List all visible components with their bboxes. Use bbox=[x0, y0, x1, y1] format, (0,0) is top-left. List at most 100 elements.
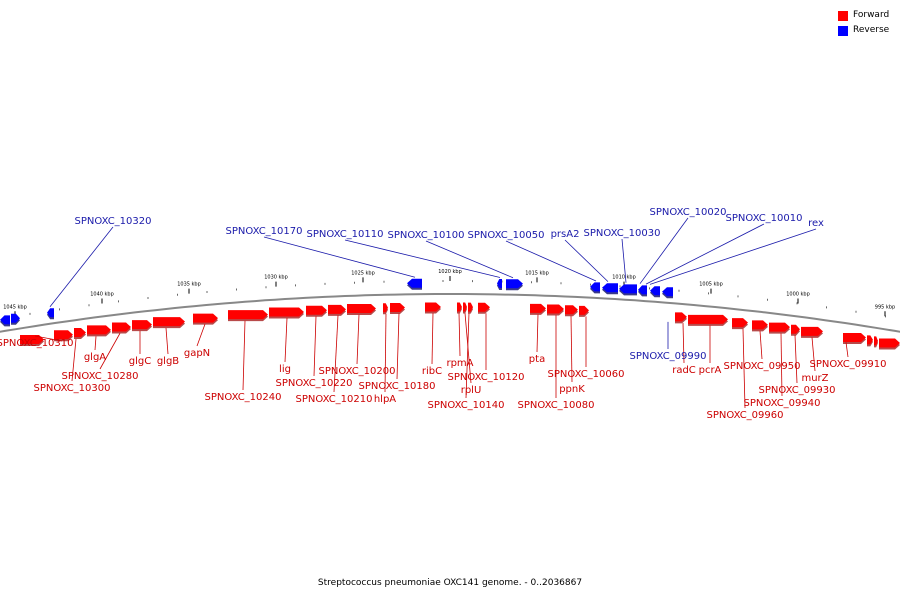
forward-gene-arrows bbox=[20, 302, 900, 350]
gene-label: pcrA bbox=[699, 365, 722, 376]
forward-gene-arrow bbox=[463, 302, 467, 314]
gene-label: ribC bbox=[422, 366, 442, 377]
forward-gene-arrow bbox=[20, 335, 44, 347]
legend-forward: Forward bbox=[838, 8, 889, 23]
forward-gene-arrow bbox=[688, 314, 728, 326]
gene-arrow-body bbox=[662, 287, 673, 297]
legend-reverse-label: Reverse bbox=[853, 25, 890, 35]
forward-gene-arrow bbox=[132, 320, 152, 332]
gene-arrow-body bbox=[153, 317, 185, 327]
reverse-gene-arrow bbox=[619, 284, 637, 296]
forward-gene-label: glgC bbox=[129, 330, 151, 367]
reverse-gene-label: SPNOXC_10020 bbox=[639, 207, 727, 284]
gene-label: SPNOXC_10320 bbox=[74, 216, 151, 227]
reverse-gene-label: SPNOXC_10030 bbox=[583, 228, 661, 283]
gene-arrow-body bbox=[874, 336, 878, 346]
gene-arrow-body bbox=[87, 325, 111, 335]
gene-label: SPNOXC_10220 bbox=[275, 378, 352, 389]
gene-arrow-body bbox=[638, 285, 647, 295]
gene-label: radC bbox=[672, 365, 696, 376]
gene-arrow-body bbox=[463, 302, 467, 312]
gene-label: gapN bbox=[184, 348, 210, 359]
gene-arrow-body bbox=[497, 278, 502, 288]
backbone-arc bbox=[0, 293, 900, 333]
forward-gene-label: SPNOXC_09910 bbox=[809, 342, 887, 370]
forward-gene-label: SPNOXC_09940 bbox=[743, 333, 821, 409]
reverse-gene-label: rex bbox=[649, 218, 824, 285]
forward-gene-label: pta bbox=[529, 314, 545, 365]
forward-gene-label: SPNOXC_10200 bbox=[318, 314, 396, 377]
reverse-swatch bbox=[838, 25, 848, 36]
gene-arrow-body bbox=[530, 303, 546, 313]
gene-arrow-body bbox=[228, 310, 268, 320]
reverse-gene-arrow bbox=[662, 287, 673, 299]
gene-label: SPNOXC_10300 bbox=[33, 383, 110, 394]
reverse-gene-arrow bbox=[638, 285, 647, 297]
forward-gene-arrow bbox=[153, 317, 185, 329]
gene-arrow-body bbox=[791, 324, 800, 334]
forward-gene-arrow bbox=[468, 302, 473, 314]
ruler-tick-label: 1005 kbp bbox=[699, 282, 723, 288]
ruler-tick-label: 1045 kbp bbox=[3, 304, 27, 310]
forward-gene-arrow bbox=[565, 305, 578, 317]
gene-label: SPNOXC_10110 bbox=[306, 229, 383, 240]
forward-gene-label: SPNOXC_10220 bbox=[275, 316, 353, 389]
label-leader-line bbox=[425, 240, 514, 279]
gene-arrow-body bbox=[20, 335, 44, 345]
forward-gene-label: murZ bbox=[801, 337, 829, 384]
label-leader-line bbox=[165, 327, 169, 355]
forward-gene-arrow bbox=[328, 304, 346, 316]
forward-gene-label: SPNOXC_10240 bbox=[204, 320, 282, 403]
label-leader-line bbox=[570, 315, 573, 383]
forward-gene-label: SPNOXC_10180 bbox=[358, 313, 436, 392]
gene-label: lig bbox=[279, 364, 291, 375]
reverse-gene-arrow bbox=[0, 315, 10, 327]
forward-gene-arrow bbox=[54, 330, 73, 342]
gene-label: SPNOXC_10030 bbox=[583, 228, 660, 239]
forward-gene-label: SPNOXC_10120 bbox=[447, 313, 525, 383]
gene-arrow-body bbox=[619, 284, 637, 294]
forward-gene-label: hlpA bbox=[374, 313, 396, 405]
forward-gene-arrow bbox=[801, 326, 823, 338]
forward-gene-label: SPNOXC_10140 bbox=[427, 313, 505, 411]
label-leader-line bbox=[384, 313, 387, 393]
gene-label: SPNOXC_09940 bbox=[743, 398, 820, 409]
gene-label: glgC bbox=[129, 356, 151, 367]
reverse-gene-label: SPNOXC_10110 bbox=[306, 229, 501, 278]
ruler-tick-label: 1010 kbp bbox=[612, 275, 636, 281]
forward-gene-label: SPNOXC_10080 bbox=[517, 315, 595, 411]
label-leader-line bbox=[649, 228, 817, 285]
gene-arrow-body bbox=[47, 308, 54, 318]
label-leader-line bbox=[536, 314, 539, 353]
forward-gene-label: SPNOXC_10310 bbox=[0, 335, 74, 349]
gene-arrow-body bbox=[506, 279, 523, 289]
label-leader-line bbox=[263, 236, 416, 278]
gene-label: rex bbox=[808, 218, 824, 229]
gene-arrow-body bbox=[602, 283, 618, 293]
label-leader-line bbox=[845, 342, 849, 358]
forward-swatch bbox=[838, 10, 848, 21]
gene-arrow-body bbox=[11, 313, 20, 323]
label-leader-line bbox=[356, 314, 360, 365]
gene-label: SPNOXC_09990 bbox=[629, 351, 706, 362]
forward-gene-arrow bbox=[867, 335, 873, 347]
gene-label: SPNOXC_10200 bbox=[318, 366, 395, 377]
reverse-gene-label: SPNOXC_10100 bbox=[387, 230, 514, 279]
gene-arrow-body bbox=[0, 315, 10, 325]
ruler-tick-label: 1020 kbp bbox=[438, 269, 462, 275]
gene-arrow-body bbox=[383, 303, 388, 313]
gene-label: SPNOXC_10120 bbox=[447, 372, 524, 383]
forward-gene-label: glgB bbox=[157, 327, 179, 367]
forward-gene-arrow bbox=[390, 303, 405, 315]
gene-label: pta bbox=[529, 354, 545, 365]
forward-gene-label: glgA bbox=[84, 336, 106, 363]
forward-gene-arrow bbox=[347, 303, 376, 315]
gene-label: SPNOXC_10180 bbox=[358, 381, 435, 392]
gene-arrow-body bbox=[54, 330, 73, 340]
reverse-gene-label: SPNOXC_10010 bbox=[645, 213, 803, 285]
gene-label: SPNOXC_10310 bbox=[0, 338, 74, 349]
label-leader-line bbox=[742, 328, 746, 409]
forward-gene-arrow bbox=[269, 307, 304, 319]
gene-label: SPNOXC_10020 bbox=[649, 207, 726, 218]
reverse-gene-arrow bbox=[407, 278, 422, 290]
